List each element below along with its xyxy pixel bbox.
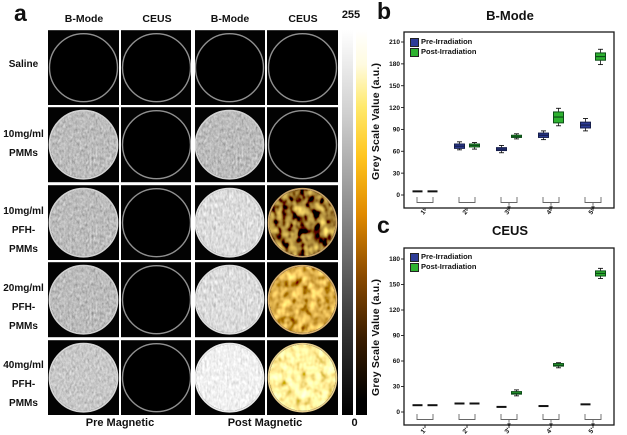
svg-text:180: 180 xyxy=(389,61,400,68)
row-label-pfh-pmms-10: 10mg/ml PFH-PMMs xyxy=(3,206,44,255)
svg-text:*: * xyxy=(591,421,595,431)
svg-text:*: * xyxy=(549,421,553,431)
footer-pre-magnetic: Pre Magnetic xyxy=(85,417,155,429)
footer-post-magnetic: Post Magnetic xyxy=(227,417,303,429)
ultrasound-cell-black xyxy=(121,262,192,338)
ultrasound-cell-black xyxy=(267,30,338,106)
svg-text:90: 90 xyxy=(393,333,401,340)
col-header-pre-bmode: B-Mode xyxy=(64,13,104,25)
legend-chip-post-irradiation xyxy=(410,262,419,272)
ultrasound-cell-black xyxy=(48,30,119,106)
grid-block-divider xyxy=(191,30,195,415)
hot-colorbar xyxy=(356,30,367,415)
svg-text:3': 3' xyxy=(504,207,513,216)
panel-b-legend: Pre-Irradiation Post-Irradiation xyxy=(410,37,476,57)
svg-text:0: 0 xyxy=(396,409,400,416)
panel-c-title: CEUS xyxy=(491,223,529,238)
svg-text:60: 60 xyxy=(393,358,401,365)
svg-text:*: * xyxy=(507,204,511,214)
svg-text:4': 4' xyxy=(546,426,555,435)
svg-text:0: 0 xyxy=(396,192,400,199)
ultrasound-cell-black xyxy=(267,107,338,183)
col-header-post-bmode: B-Mode xyxy=(210,13,250,25)
ultrasound-cell-gold-mid xyxy=(267,262,338,338)
svg-text:60: 60 xyxy=(393,148,401,155)
ultrasound-cell-black xyxy=(121,339,192,415)
legend-item-pre: Pre-Irradiation xyxy=(410,37,476,47)
ultrasound-cell-gray-mid xyxy=(194,107,265,183)
ultrasound-cell-gray-mid xyxy=(48,184,119,260)
panel-b-label: b xyxy=(377,0,392,24)
ultrasound-cell-black xyxy=(194,30,265,106)
legend-chip-post-irradiation xyxy=(410,47,419,57)
row-label-pfh-pmms-20: 20mg/ml PFH-PMMs xyxy=(3,283,44,332)
svg-text:2': 2' xyxy=(462,426,471,435)
colorbar-max-label: 255 xyxy=(341,9,361,21)
svg-text:4': 4' xyxy=(546,207,555,216)
ultrasound-cell-black xyxy=(121,184,192,260)
svg-text:150: 150 xyxy=(389,282,400,289)
svg-text:3': 3' xyxy=(504,426,513,435)
panel-b-title: B-Mode xyxy=(486,8,534,23)
legend-item-post: Post-Irradiation xyxy=(410,262,476,272)
ultrasound-cell-gray-mid2 xyxy=(48,339,119,415)
col-header-post-ceus: CEUS xyxy=(288,13,318,25)
svg-text:120: 120 xyxy=(389,307,400,314)
ultrasound-image-grid xyxy=(48,30,338,415)
panel-c-legend: Pre-Irradiation Post-Irradiation xyxy=(410,252,476,272)
row-label-pfh-pmms-40: 40mg/ml PFH-PMMs xyxy=(3,360,44,409)
ultrasound-cell-gray-mid xyxy=(48,262,119,338)
ultrasound-cell-gold-bright xyxy=(267,339,338,415)
svg-text:120: 120 xyxy=(389,105,400,112)
svg-text:30: 30 xyxy=(393,384,401,391)
svg-text:5': 5' xyxy=(588,207,597,216)
panel-b-ylabel: Grey Scale Value (a.u.) xyxy=(370,62,382,180)
svg-text:*: * xyxy=(549,204,553,214)
ultrasound-cell-black xyxy=(121,30,192,106)
legend-item-pre: Pre-Irradiation xyxy=(410,252,476,262)
ultrasound-cell-gray-mid xyxy=(48,107,119,183)
svg-text:180: 180 xyxy=(389,256,400,263)
ultrasound-cell-black xyxy=(121,107,192,183)
ultrasound-cell-gold-dark xyxy=(267,184,338,260)
panel-a-label: a xyxy=(14,0,27,26)
svg-text:1': 1' xyxy=(420,207,429,216)
legend-chip-pre-irradiation xyxy=(410,37,419,47)
svg-text:30: 30 xyxy=(393,170,401,177)
svg-text:*: * xyxy=(591,204,595,214)
ultrasound-cell-gray-bright xyxy=(194,262,265,338)
svg-text:210: 210 xyxy=(389,39,400,46)
svg-text:*: * xyxy=(507,421,511,431)
grayscale-colorbar xyxy=(342,30,353,415)
legend-item-post: Post-Irradiation xyxy=(410,47,476,57)
svg-text:5': 5' xyxy=(588,426,597,435)
panel-c-ylabel: Grey Scale Value (a.u.) xyxy=(370,278,382,396)
colorbar-min-label: 0 xyxy=(351,417,358,429)
row-label-pmms-10: 10mg/ml PMMs xyxy=(3,129,44,159)
ultrasound-cell-gray-white xyxy=(194,339,265,415)
svg-text:150: 150 xyxy=(389,83,400,90)
col-header-pre-ceus: CEUS xyxy=(142,13,172,25)
panel-c-label: c xyxy=(377,212,390,238)
svg-text:90: 90 xyxy=(393,127,401,134)
svg-text:2': 2' xyxy=(462,207,471,216)
legend-chip-pre-irradiation xyxy=(410,252,419,262)
ultrasound-cell-gray-bright xyxy=(194,184,265,260)
row-label-saline: Saline xyxy=(8,59,39,70)
svg-text:1': 1' xyxy=(420,426,429,435)
